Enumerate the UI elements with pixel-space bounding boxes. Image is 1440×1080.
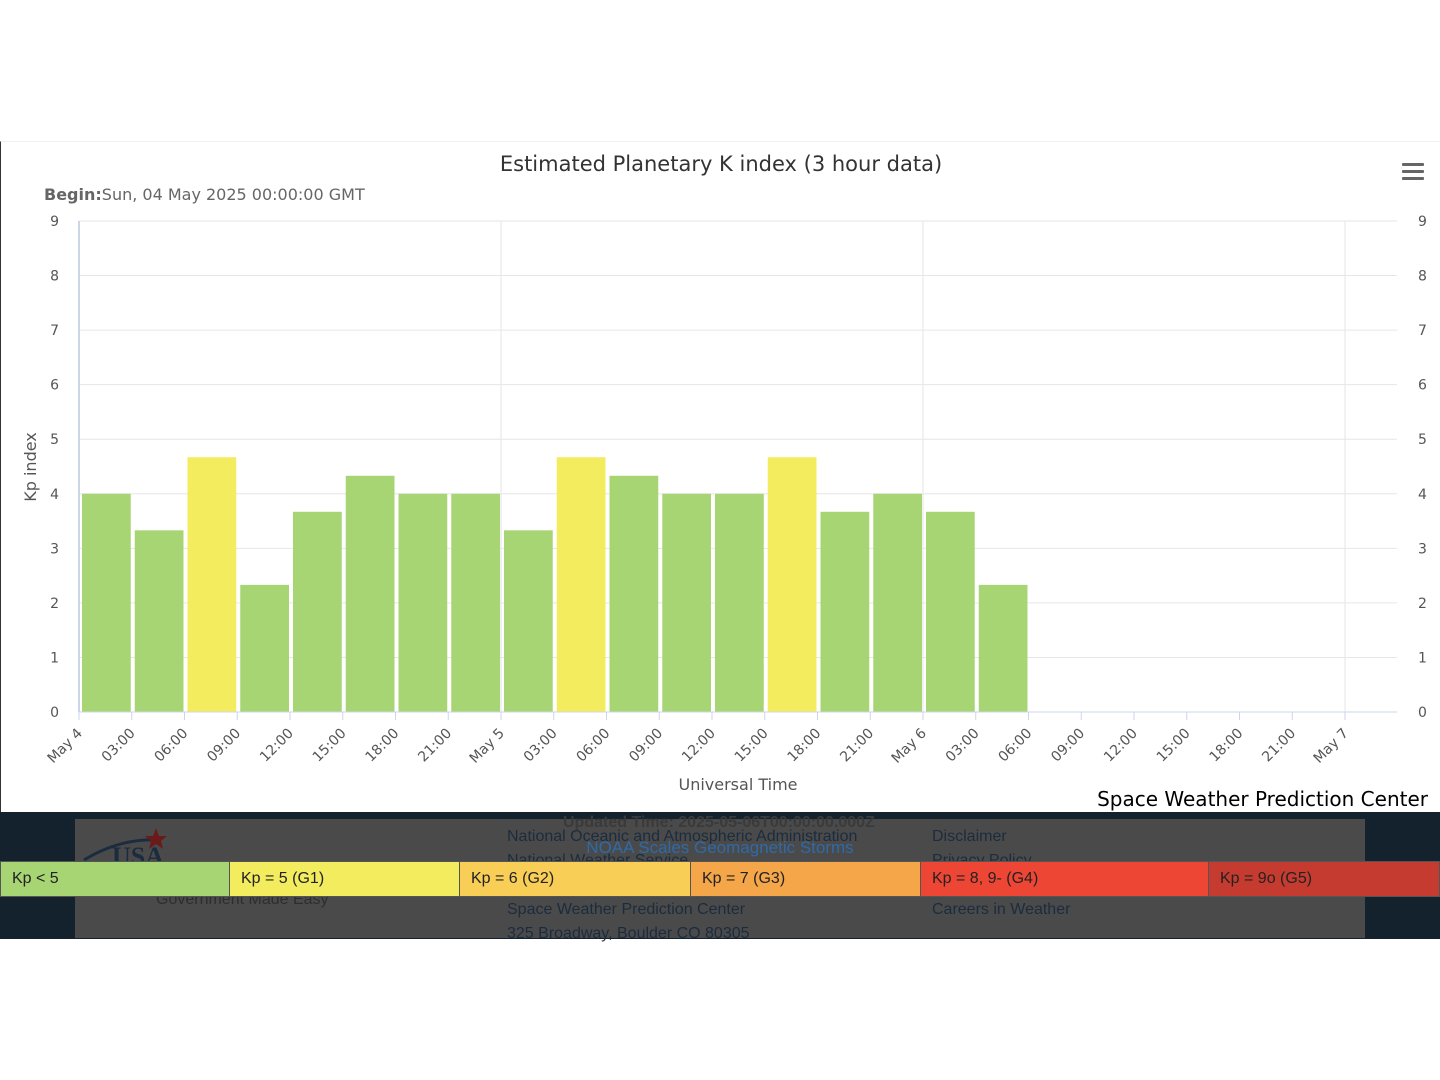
kp-bar [926,511,975,712]
x-tick-label: 15:00 [310,726,350,766]
disclaimer-link[interactable]: Disclaimer [932,828,1007,845]
x-tick-label: 18:00 [784,726,824,766]
x-tick-label: 06:00 [573,726,613,766]
x-tick-label: 15:00 [1154,726,1194,766]
legend-kp-6-g2: Kp = 6 (G2) [460,861,691,897]
bar-series [82,457,1028,712]
begin-value: Sun, 04 May 2025 00:00:00 GMT [102,185,365,204]
y-tick-label-left: 3 [50,541,59,557]
x-tick-label: May 6 [889,725,930,766]
y-tick-label-right: 0 [1418,705,1427,721]
chart-subtitle: Begin:Sun, 04 May 2025 00:00:00 GMT [44,185,365,204]
kp-chart: Estimated Planetary K index (3 hour data… [21,152,1429,794]
y-tick-label-left: 7 [50,323,59,339]
hamburger-menu-icon [1402,163,1424,180]
chart-title: Estimated Planetary K index (3 hour data… [500,152,942,176]
chart-panel: Estimated Planetary K index (3 hour data… [0,141,1440,813]
y-tick-label-left: 4 [50,487,59,503]
x-tick-label: 15:00 [732,726,772,766]
x-tick-label: May 5 [467,726,508,767]
y-axis-title: Kp index [21,432,40,502]
kp-bar [293,511,342,712]
x-tick-label: 06:00 [151,726,191,766]
y-tick-label-left: 2 [50,596,59,612]
x-tick-label: 09:00 [626,726,666,766]
legend-kp-7-g3: Kp = 7 (G3) [691,861,921,897]
y-tick-label-right: 3 [1418,541,1427,557]
y-tick-label-right: 9 [1418,214,1427,230]
y-tick-label-left: 0 [50,705,59,721]
x-tick-label: 21:00 [415,726,455,766]
x-tick-label: 09:00 [1048,726,1088,766]
kp-bar [451,493,500,712]
kp-bar [187,457,237,712]
kp-bar [345,475,395,712]
y-tick-label-left: 6 [50,378,59,394]
y-tick-label-right: 5 [1418,432,1427,448]
credit-text[interactable]: Space Weather Prediction Center [1097,787,1428,811]
legend-kp-5-g1: Kp = 5 (G1) [230,861,460,897]
kp-bar [873,493,922,712]
kp-bar [767,457,817,712]
kp-bar [978,584,1028,712]
careers-link[interactable]: Careers in Weather [932,901,1071,918]
updated-time: Updated Time: 2025-05-06T00:00:00.000Z [563,814,875,831]
y-tick-label-right: 1 [1418,650,1427,666]
begin-label: Begin: [44,185,102,204]
x-tick-label: 12:00 [679,726,719,766]
kp-bar [240,584,289,712]
kp-bar [715,493,764,712]
x-tick-label: 21:00 [837,726,877,766]
x-tick-label: 12:00 [257,726,297,766]
x-tick-label: May 4 [45,725,86,766]
x-tick-label: 03:00 [943,726,983,766]
kp-bar [82,493,131,712]
y-tick-label-left: 1 [50,650,59,666]
x-tick-label: 06:00 [995,726,1035,766]
y-tick-label-left: 9 [50,214,59,230]
x-tick-label: 03:00 [99,726,139,766]
noaa-scales-link[interactable]: NOAA Scales Geomagnetic Storms [586,838,854,857]
y-tick-label-left: 5 [50,432,59,448]
x-tick-label: 12:00 [1101,726,1141,766]
menu-button[interactable] [1397,160,1429,184]
legend-kp-8-g4: Kp = 8, 9- (G4) [921,861,1209,897]
kp-bar [662,493,711,712]
kp-legend-bar: Kp < 5 Kp = 5 (G1) Kp = 6 (G2) Kp = 7 (G… [0,861,1440,897]
kp-bar [504,530,553,712]
y-tick-label-right: 6 [1418,378,1427,394]
legend-kp-9-g5: Kp = 9o (G5) [1209,861,1440,897]
kp-bar [398,493,448,712]
x-tick-label: 09:00 [204,726,244,766]
x-axis-title: Universal Time [678,775,797,794]
y-tick-label-left: 8 [50,269,59,285]
x-tick-label: May 7 [1311,726,1352,767]
y-tick-label-right: 7 [1418,323,1427,339]
y-tick-label-right: 8 [1418,269,1427,285]
kp-bar [556,457,606,712]
x-tick-label: 03:00 [521,726,561,766]
kp-bar [134,530,184,712]
x-tick-label: 18:00 [362,726,402,766]
kp-bar [820,511,870,712]
kp-bar [609,475,659,712]
address-line-1: Space Weather Prediction Center [507,901,746,918]
agency-noaa-link[interactable]: National Oceanic and Atmospheric Adminis… [507,828,858,845]
address-line-2: 325 Broadway, Boulder CO 80305 [507,925,750,942]
legend-kp-below-5: Kp < 5 [0,861,230,897]
x-tick-label: 18:00 [1206,726,1246,766]
y-tick-label-right: 4 [1418,487,1427,503]
x-tick-label: 21:00 [1259,726,1299,766]
y-tick-label-right: 2 [1418,596,1427,612]
